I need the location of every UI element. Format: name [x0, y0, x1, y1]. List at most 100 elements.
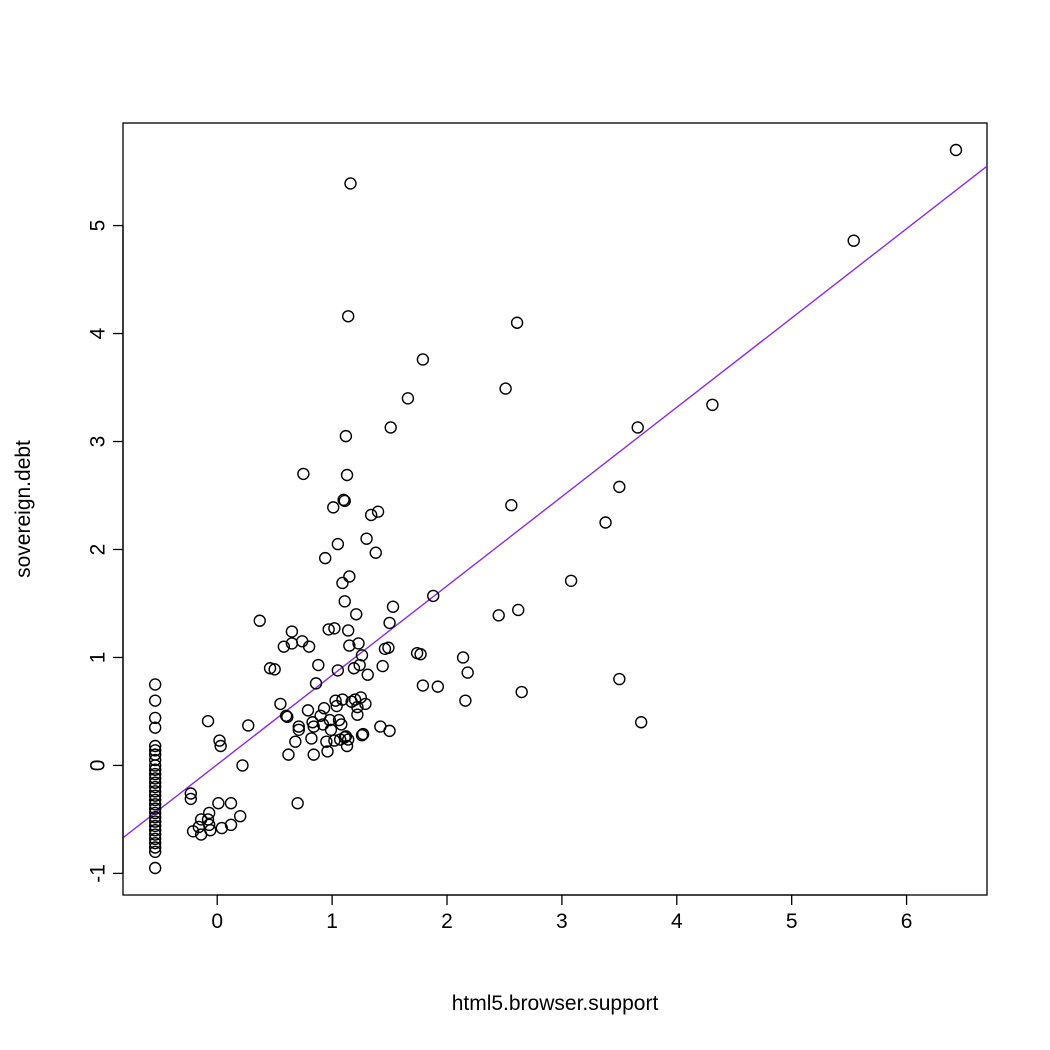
y-axis-label: sovereign.debt [12, 440, 35, 578]
data-point [335, 718, 348, 731]
data-point [307, 748, 320, 761]
data-point [599, 516, 612, 529]
x-tick-label: 3 [556, 910, 568, 933]
data-point [213, 734, 226, 747]
data-point [369, 546, 382, 559]
data-point [383, 724, 396, 738]
data-point [431, 680, 445, 693]
y-axis: -1 0 1 2 3 4 5 [87, 220, 124, 883]
data-point [317, 702, 331, 715]
data-point [148, 793, 162, 807]
data-point [148, 772, 162, 785]
data-point [148, 828, 162, 841]
data-point [319, 551, 332, 565]
data-point [499, 382, 512, 395]
data-point [341, 310, 355, 323]
data-point [148, 711, 162, 725]
data-point [331, 537, 345, 551]
data-point [427, 589, 440, 603]
data-point [348, 693, 362, 706]
data-point [148, 776, 162, 789]
data-point [201, 714, 215, 728]
data-point [282, 748, 295, 761]
data-point [361, 668, 374, 681]
data-point [263, 662, 277, 675]
data-point [236, 759, 249, 772]
y-tick-label: 4 [87, 327, 110, 339]
data-point [322, 623, 335, 636]
data-point [148, 678, 162, 691]
data-point [382, 641, 395, 654]
data-point [148, 767, 162, 781]
data-point [184, 787, 197, 800]
data-point [340, 739, 354, 753]
data-point [343, 570, 356, 583]
data-point [323, 713, 337, 727]
data-point [341, 624, 355, 637]
data-point [214, 739, 227, 753]
data-point [302, 640, 316, 653]
data-point [706, 398, 719, 412]
data-point [148, 798, 162, 811]
data-point [505, 499, 518, 512]
data-point [564, 574, 578, 588]
data-point [383, 616, 396, 630]
data-point [291, 797, 304, 810]
data-point [148, 802, 162, 815]
data-point [461, 666, 474, 679]
data-point [148, 815, 162, 828]
data-point [340, 468, 354, 482]
data-point [148, 721, 162, 734]
data-point [613, 480, 626, 494]
y-tick-label: -1 [87, 864, 110, 883]
data-point [305, 732, 318, 745]
data-point [631, 421, 644, 434]
data-point [512, 603, 525, 617]
data-point [242, 719, 255, 732]
data-point [148, 832, 162, 846]
data-point [309, 677, 323, 690]
x-tick-label: 0 [211, 910, 223, 933]
data-point [281, 710, 294, 724]
data-point [344, 177, 357, 190]
data-point [949, 143, 963, 157]
y-tick-label: 2 [87, 544, 110, 556]
data-point [148, 841, 162, 854]
data-point [338, 494, 351, 508]
data-point [148, 836, 162, 850]
regression-layer [122, 165, 988, 839]
data-point [336, 576, 349, 590]
data-point [274, 697, 287, 711]
data-point [268, 663, 281, 676]
data-point [148, 789, 162, 802]
x-tick-label: 1 [326, 910, 338, 933]
data-point [184, 792, 197, 806]
data-point [515, 685, 528, 699]
data-point [224, 818, 238, 832]
data-point [352, 637, 365, 650]
data-point [279, 709, 293, 722]
data-point [148, 819, 162, 833]
points-layer [148, 143, 963, 875]
x-tick-label: 5 [786, 910, 798, 933]
data-point [386, 600, 400, 613]
data-point [331, 664, 345, 677]
y-tick-label: 3 [87, 436, 110, 448]
data-point [212, 797, 225, 810]
regression-line [122, 165, 988, 839]
data-point [324, 723, 338, 737]
data-point [376, 659, 389, 673]
data-point [510, 316, 524, 329]
data-point [329, 694, 342, 707]
data-point [327, 501, 340, 514]
data-point [384, 421, 397, 434]
data-point [416, 679, 430, 692]
data-point [312, 658, 325, 672]
data-point [297, 467, 310, 481]
data-point [202, 818, 216, 832]
data-point [148, 845, 162, 859]
y-tick-label: 1 [87, 652, 110, 664]
data-point [292, 720, 305, 733]
data-point [364, 508, 378, 522]
